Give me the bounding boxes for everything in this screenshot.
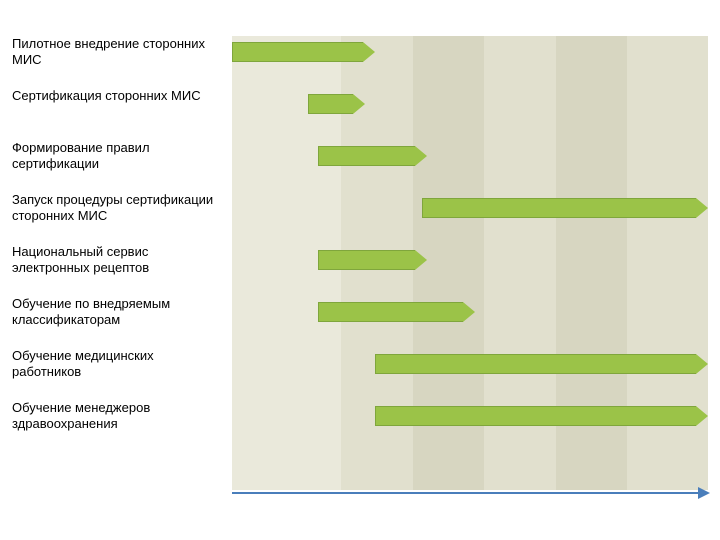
gantt-bar <box>308 94 365 114</box>
gantt-bar-body <box>375 354 696 374</box>
chevron-right-icon <box>415 146 427 166</box>
chart-area: Пилотное внедрение сторонних МИС Сертифик… <box>12 36 708 520</box>
chevron-right-icon <box>353 94 365 114</box>
chevron-right-icon <box>363 42 375 62</box>
gantt-bar-body <box>422 198 696 218</box>
gantt-bar-body <box>318 146 415 166</box>
gantt-bar-body <box>318 302 463 322</box>
task-label: Пилотное внедрение сторонних МИС <box>12 36 222 69</box>
task-label: Запуск процедуры сертификации сторонних … <box>12 192 222 225</box>
gantt-bar-body <box>232 42 363 62</box>
gantt-bar <box>375 406 708 426</box>
task-label: Национальный сервис электронных рецептов <box>12 244 222 277</box>
chevron-right-icon <box>415 250 427 270</box>
gantt-bar-body <box>308 94 353 114</box>
chevron-right-icon <box>696 406 708 426</box>
task-label: Формирование правил сертификации <box>12 140 222 173</box>
gantt-bar-body <box>318 250 415 270</box>
task-label: Обучение менеджеров здравоохранения <box>12 400 222 433</box>
task-label: Сертификация сторонних МИС <box>12 88 222 104</box>
gantt-bar <box>422 198 708 218</box>
gantt-bar-body <box>375 406 696 426</box>
task-label: Обучение медицинских работников <box>12 348 222 381</box>
gantt-bar <box>318 250 427 270</box>
task-label: Обучение по внедряемым классификаторам <box>12 296 222 329</box>
timeline-region <box>232 36 708 490</box>
gantt-bar <box>318 146 427 166</box>
time-axis-arrow <box>232 492 708 494</box>
chevron-right-icon <box>696 354 708 374</box>
gantt-bar <box>375 354 708 374</box>
chevron-right-icon <box>696 198 708 218</box>
chevron-right-icon <box>463 302 475 322</box>
gantt-bar <box>232 42 375 62</box>
gantt-bar <box>318 302 475 322</box>
gantt-chart: Пилотное внедрение сторонних МИС Сертифик… <box>0 0 720 540</box>
label-column: Пилотное внедрение сторонних МИС Сертифик… <box>12 36 232 520</box>
